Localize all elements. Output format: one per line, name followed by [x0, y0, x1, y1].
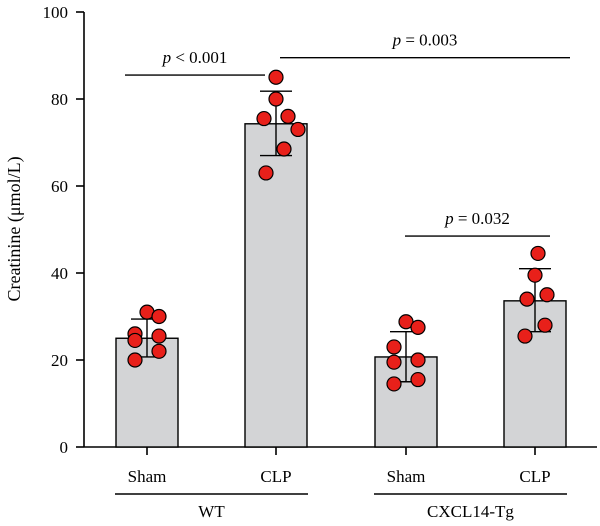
data-point: [539, 287, 555, 303]
x-tick-label: Sham: [128, 467, 167, 486]
data-point: [268, 69, 284, 85]
group-labels: WT CXCL14-Tg: [115, 493, 567, 521]
data-point: [276, 141, 292, 157]
p-value: < 0.001: [171, 48, 227, 67]
y-tick-label: 40: [51, 264, 68, 283]
x-tick-label: CLP: [519, 467, 550, 486]
y-ticks: 0 20 40 60 80 100: [43, 3, 84, 457]
group-label: CXCL14-Tg: [427, 502, 514, 521]
data-point: [258, 165, 274, 181]
y-axis-label: Creatinine (μmol/L): [4, 156, 25, 301]
data-point: [386, 354, 402, 370]
p-value: = 0.032: [454, 209, 510, 228]
significance-label: p = 0.003: [392, 31, 458, 50]
y-tick-label: 0: [60, 438, 69, 457]
data-point: [517, 328, 533, 344]
data-point: [527, 267, 543, 283]
data-point: [151, 343, 167, 359]
data-point: [386, 376, 402, 392]
y-tick-label: 20: [51, 351, 68, 370]
data-point: [386, 339, 402, 355]
bar: [244, 123, 308, 448]
data-point: [410, 371, 426, 388]
significance-label: p < 0.001: [162, 48, 228, 67]
significance-label: p = 0.032: [444, 209, 510, 228]
p-symbol: p: [444, 209, 454, 228]
data-point: [127, 352, 143, 368]
data-point: [410, 319, 426, 335]
p-symbol: p: [392, 31, 402, 50]
p-symbol: p: [162, 48, 172, 67]
data-point: [530, 245, 546, 262]
y-tick-label: 100: [43, 3, 69, 22]
data-point: [537, 317, 553, 333]
data-point: [151, 328, 167, 344]
x-ticks: Sham CLP Sham CLP: [128, 447, 551, 486]
y-tick-label: 80: [51, 90, 68, 109]
bars: [115, 69, 567, 448]
group-label: WT: [198, 502, 225, 521]
p-value: = 0.003: [401, 31, 457, 50]
data-point: [519, 291, 535, 307]
data-point: [410, 352, 426, 368]
y-tick-label: 60: [51, 177, 68, 196]
data-point: [256, 110, 272, 127]
data-point: [290, 121, 306, 138]
data-point: [280, 108, 296, 125]
x-tick-label: CLP: [260, 467, 291, 486]
data-point: [268, 91, 284, 107]
data-point: [151, 308, 167, 325]
x-tick-label: Sham: [387, 467, 426, 486]
data-point: [127, 332, 143, 349]
